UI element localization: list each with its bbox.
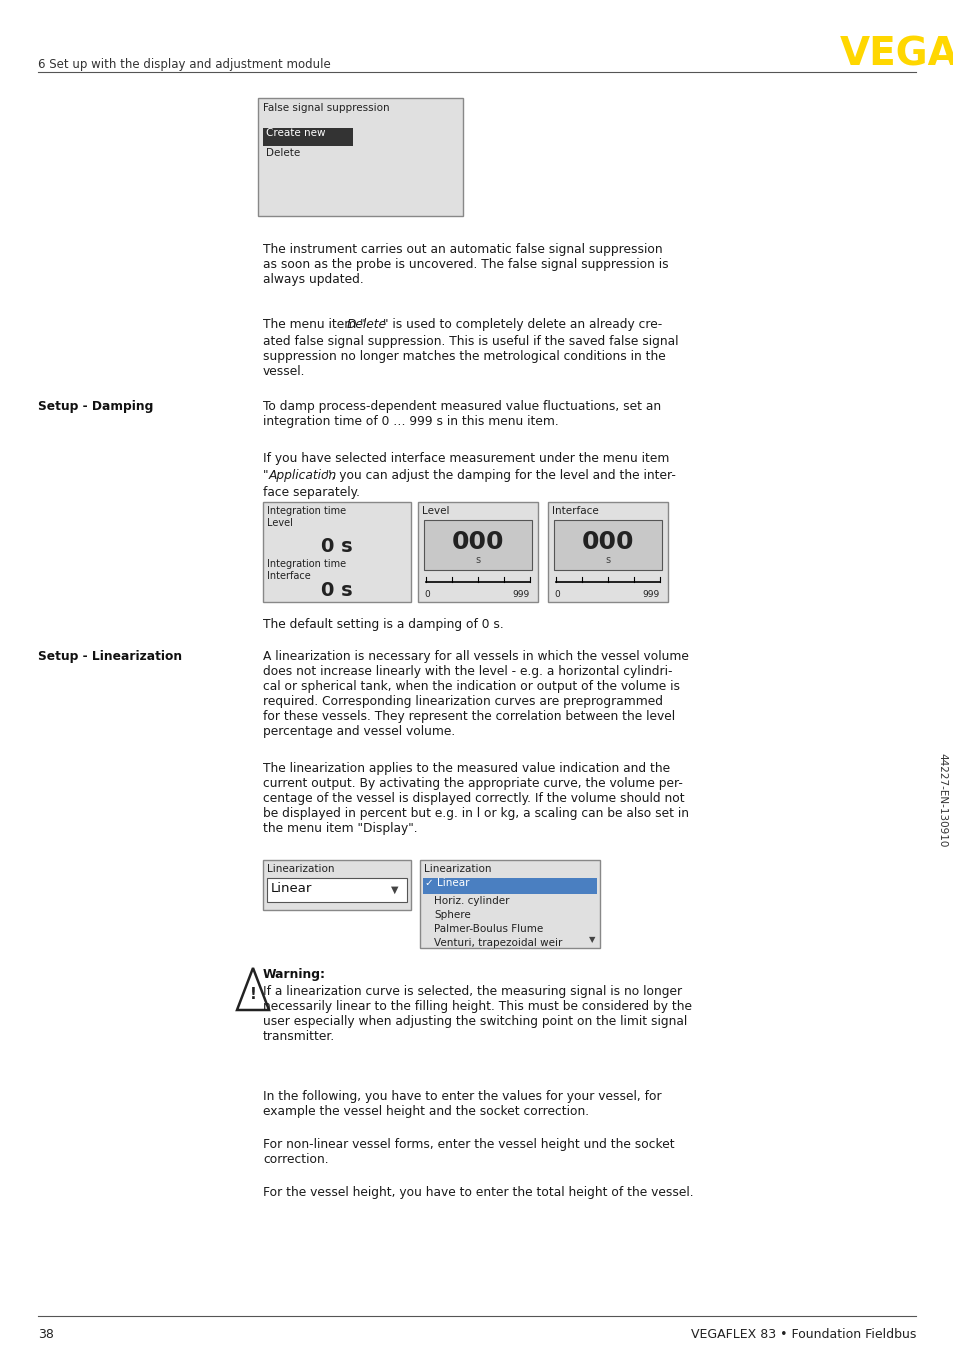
Text: Level: Level	[267, 519, 293, 528]
Text: 0 s: 0 s	[321, 581, 353, 600]
Text: Horiz. cylinder: Horiz. cylinder	[434, 896, 509, 906]
Bar	[422, 877, 597, 894]
Text: Delete: Delete	[266, 148, 300, 158]
Text: ▼: ▼	[588, 936, 595, 945]
Bar	[423, 520, 532, 570]
Text: Integration time: Integration time	[267, 559, 346, 569]
Text: 0: 0	[554, 590, 559, 598]
Bar	[263, 502, 411, 603]
Text: Linearization: Linearization	[267, 864, 335, 873]
Text: !: !	[250, 987, 256, 1002]
Text: The menu item ": The menu item "	[263, 318, 365, 330]
Text: ▼: ▼	[391, 886, 398, 895]
Text: ", you can adjust the damping for the level and the inter-: ", you can adjust the damping for the le…	[326, 468, 675, 482]
Text: Setup - Damping: Setup - Damping	[38, 399, 153, 413]
Text: A linearization is necessary for all vessels in which the vessel volume
does not: A linearization is necessary for all ves…	[263, 650, 688, 738]
Text: In the following, you have to enter the values for your vessel, for
example the : In the following, you have to enter the …	[263, 1090, 661, 1118]
Text: Interface: Interface	[267, 571, 311, 581]
Text: s: s	[605, 555, 610, 565]
Text: Linear: Linear	[271, 881, 312, 895]
Bar	[547, 502, 667, 603]
Text: Sphere: Sphere	[434, 910, 470, 919]
Text: 44227-EN-130910: 44227-EN-130910	[936, 753, 946, 848]
Text: Setup - Linearization: Setup - Linearization	[38, 650, 182, 663]
Bar	[257, 97, 462, 217]
Text: To damp process-dependent measured value fluctuations, set an
integration time o: To damp process-dependent measured value…	[263, 399, 660, 428]
Text: Interface: Interface	[552, 506, 598, 516]
Text: 6 Set up with the display and adjustment module: 6 Set up with the display and adjustment…	[38, 58, 331, 70]
Text: If you have selected interface measurement under the menu item: If you have selected interface measureme…	[263, 452, 669, 464]
Text: If a linearization curve is selected, the measuring signal is no longer
necessar: If a linearization curve is selected, th…	[263, 984, 691, 1043]
Bar	[554, 520, 661, 570]
Text: Linearization: Linearization	[423, 864, 491, 873]
Text: The linearization applies to the measured value indication and the
current outpu: The linearization applies to the measure…	[263, 762, 688, 835]
Text: 0 s: 0 s	[321, 538, 353, 556]
Text: The instrument carries out an automatic false signal suppression
as soon as the : The instrument carries out an automatic …	[263, 242, 668, 286]
Text: Application: Application	[269, 468, 337, 482]
Text: 999: 999	[642, 590, 659, 598]
Text: 000: 000	[581, 529, 634, 554]
Text: For non-linear vessel forms, enter the vessel height und the socket
correction.: For non-linear vessel forms, enter the v…	[263, 1137, 674, 1166]
Text: Warning:: Warning:	[263, 968, 326, 982]
Text: ✓ Linear: ✓ Linear	[424, 877, 469, 888]
Text: Palmer-Boulus Flume: Palmer-Boulus Flume	[434, 923, 542, 934]
Text: 999: 999	[512, 590, 530, 598]
Text: " is used to completely delete an already cre-: " is used to completely delete an alread…	[382, 318, 661, 330]
Text: ated false signal suppression. This is useful if the saved false signal
suppress: ated false signal suppression. This is u…	[263, 334, 678, 378]
Text: 38: 38	[38, 1328, 53, 1340]
Text: Integration time: Integration time	[267, 506, 346, 516]
Text: Level: Level	[421, 506, 449, 516]
Text: False signal suppression: False signal suppression	[263, 103, 389, 112]
Bar	[267, 877, 407, 902]
Text: VEGAFLEX 83 • Foundation Fieldbus: VEGAFLEX 83 • Foundation Fieldbus	[690, 1328, 915, 1340]
Text: 0: 0	[423, 590, 429, 598]
Text: Delete: Delete	[347, 318, 387, 330]
Bar	[263, 860, 411, 910]
Text: 000: 000	[452, 529, 504, 554]
Text: For the vessel height, you have to enter the total height of the vessel.: For the vessel height, you have to enter…	[263, 1186, 693, 1200]
Text: ": "	[263, 468, 268, 482]
Text: VEGA: VEGA	[840, 35, 953, 73]
Bar	[263, 129, 353, 146]
Text: s: s	[475, 555, 480, 565]
Bar	[419, 860, 599, 948]
Text: The default setting is a damping of 0 s.: The default setting is a damping of 0 s.	[263, 617, 503, 631]
Text: Create new: Create new	[266, 129, 325, 138]
Bar	[417, 502, 537, 603]
Text: face separately.: face separately.	[263, 486, 359, 500]
Text: Venturi, trapezoidal weir: Venturi, trapezoidal weir	[434, 938, 561, 948]
